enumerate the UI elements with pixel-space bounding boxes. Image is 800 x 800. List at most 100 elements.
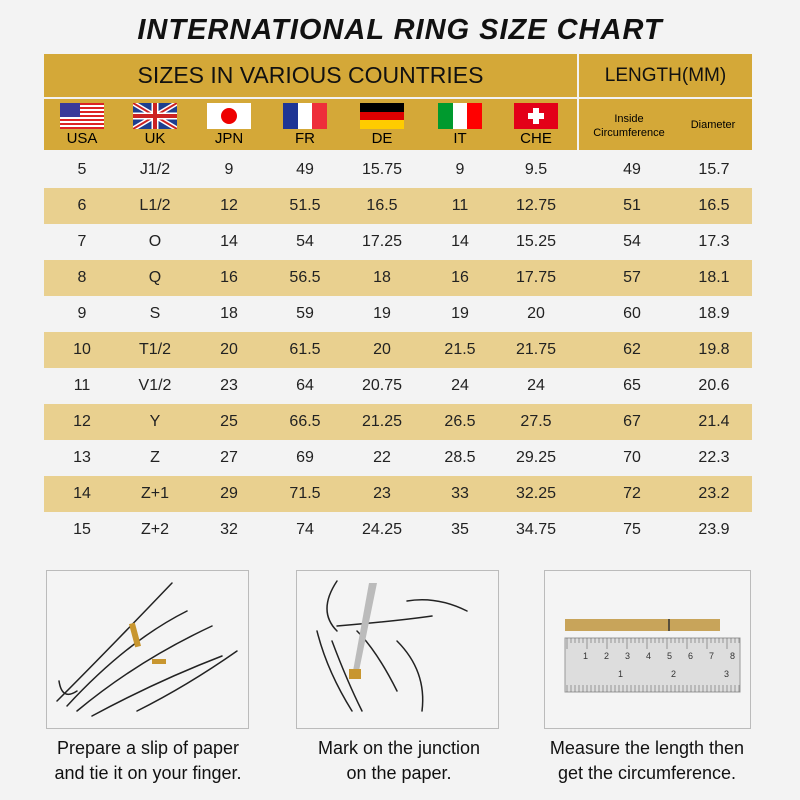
step-3-caption: Measure the length then get the circumfer… bbox=[549, 738, 745, 783]
paper-strip bbox=[565, 619, 720, 631]
table-cell: 64 bbox=[296, 377, 314, 394]
table-cell: 17.75 bbox=[515, 269, 557, 286]
table-cell: 22 bbox=[373, 449, 391, 466]
ruler-cm-label: 3 bbox=[625, 651, 630, 661]
hand-marking-paper-icon bbox=[316, 580, 468, 712]
table-row: 6 L1/2 12 51.5 16.5 11 12.75 51 16.5 bbox=[44, 188, 752, 224]
germany-flag-icon bbox=[360, 103, 404, 129]
hand-with-paper-icon bbox=[56, 582, 238, 717]
table-cell: 21.75 bbox=[515, 341, 557, 358]
france-flag-icon bbox=[283, 103, 327, 129]
table-cell: 15 bbox=[73, 521, 91, 538]
table-cell: 66.5 bbox=[289, 413, 321, 430]
table-cell: 49 bbox=[296, 161, 314, 178]
table-cell: 16 bbox=[220, 269, 238, 286]
length-subheader bbox=[579, 99, 752, 150]
step-2-illustration bbox=[296, 570, 499, 729]
table-row: 10 T1/2 20 61.5 20 21.5 21.75 62 19.8 bbox=[44, 332, 752, 368]
ruler-cm-label: 7 bbox=[709, 651, 714, 661]
japan-flag-icon bbox=[207, 103, 251, 129]
table-cell: 18 bbox=[373, 269, 391, 286]
table-cell: 17.3 bbox=[698, 233, 730, 250]
table-cell: 6 bbox=[77, 197, 87, 214]
table-cell: 5 bbox=[77, 161, 87, 178]
country-usa: USA bbox=[52, 103, 112, 147]
table-cell: 51.5 bbox=[289, 197, 321, 214]
ruler-measurement-icon: 1 2 3 4 5 6 7 81 2 3 bbox=[564, 619, 741, 693]
table-row: 12 Y 25 66.5 21.25 26.5 27.5 67 21.4 bbox=[44, 404, 752, 440]
table-cell: 19.8 bbox=[698, 341, 730, 358]
ruler-inch-label: 2 bbox=[671, 669, 676, 679]
table-cell: Q bbox=[148, 269, 162, 286]
table-cell: 9 bbox=[224, 161, 234, 178]
step-1-caption: Prepare a slip of paper and tie it on you… bbox=[54, 738, 242, 783]
table-cell: O bbox=[148, 233, 162, 250]
table-cell: Y bbox=[149, 413, 161, 430]
table-cell: 54 bbox=[296, 233, 314, 250]
table-row: 9 S 18 59 19 19 20 60 18.9 bbox=[44, 296, 752, 332]
ruler-cm-label: 8 bbox=[730, 651, 735, 661]
table-cell: 16.5 bbox=[366, 197, 398, 214]
table-cell: 57 bbox=[623, 269, 641, 286]
table-cell: 26.5 bbox=[444, 413, 476, 430]
country-code: FR bbox=[295, 130, 315, 147]
step-2-caption: Mark on the junction on the paper. bbox=[317, 738, 481, 783]
table-cell: 56.5 bbox=[289, 269, 321, 286]
table-cell: 18.9 bbox=[698, 305, 730, 322]
page-title: INTERNATIONAL RING SIZE CHART bbox=[137, 14, 663, 46]
table-cell: 20.6 bbox=[698, 377, 730, 394]
table-cell: 15.25 bbox=[515, 233, 557, 250]
switzerland-flag-icon bbox=[514, 103, 558, 129]
country-code: IT bbox=[453, 130, 467, 147]
table-cell: 18 bbox=[220, 305, 238, 322]
table-cell: 14 bbox=[451, 233, 469, 250]
countries-header: SIZES IN VARIOUS COUNTRIES bbox=[44, 54, 577, 97]
table-cell: 69 bbox=[296, 449, 314, 466]
table-cell: 24.25 bbox=[361, 521, 403, 538]
table-row: 7 O 14 54 17.25 14 15.25 54 17.3 bbox=[44, 224, 752, 260]
table-cell: 51 bbox=[623, 197, 641, 214]
table-cell: 27 bbox=[220, 449, 238, 466]
country-code: USA bbox=[66, 130, 98, 147]
table-cell: 7 bbox=[77, 233, 87, 250]
table-cell: 14 bbox=[220, 233, 238, 250]
country-fr: FR bbox=[275, 103, 335, 147]
table-cell: 65 bbox=[623, 377, 641, 394]
italy-flag-icon bbox=[438, 103, 482, 129]
table-cell: 16 bbox=[451, 269, 469, 286]
table-cell: 71.5 bbox=[289, 485, 321, 502]
uk-flag-icon bbox=[133, 103, 177, 129]
country-code: JPN bbox=[214, 130, 244, 147]
table-cell: 35 bbox=[451, 521, 469, 538]
table-row: 8 Q 16 56.5 18 16 17.75 57 18.1 bbox=[44, 260, 752, 296]
table-cell: 19 bbox=[373, 305, 391, 322]
table-cell: 20 bbox=[373, 341, 391, 358]
table-cell: 16.5 bbox=[698, 197, 730, 214]
table-cell: 62 bbox=[623, 341, 641, 358]
ruler bbox=[564, 637, 741, 693]
table-cell: 9 bbox=[77, 305, 87, 322]
table-cell: 10 bbox=[73, 341, 91, 358]
table-cell: 23 bbox=[373, 485, 391, 502]
table-cell: 34.75 bbox=[515, 521, 557, 538]
table-cell: J1/2 bbox=[139, 161, 171, 178]
table-cell: 32.25 bbox=[515, 485, 557, 502]
diameter-label: Diameter bbox=[690, 119, 736, 131]
table-cell: 20.75 bbox=[361, 377, 403, 394]
table-cell: L1/2 bbox=[139, 197, 171, 214]
table-cell: 21.4 bbox=[698, 413, 730, 430]
ruler-cm-label: 1 bbox=[583, 651, 588, 661]
table-cell: Z+1 bbox=[140, 485, 170, 502]
table-cell: 9.5 bbox=[524, 161, 548, 178]
table-cell: T1/2 bbox=[138, 341, 172, 358]
table-row: 11 V1/2 23 64 20.75 24 24 65 20.6 bbox=[44, 368, 752, 404]
table-cell: 12 bbox=[220, 197, 238, 214]
table-cell: 19 bbox=[451, 305, 469, 322]
table-cell: 54 bbox=[623, 233, 641, 250]
country-code: CHE bbox=[520, 130, 552, 147]
usa-flag-icon bbox=[60, 103, 104, 129]
table-cell: 49 bbox=[623, 161, 641, 178]
table-cell: 18.1 bbox=[698, 269, 730, 286]
table-cell: 20 bbox=[527, 305, 545, 322]
table-cell: 22.3 bbox=[698, 449, 730, 466]
